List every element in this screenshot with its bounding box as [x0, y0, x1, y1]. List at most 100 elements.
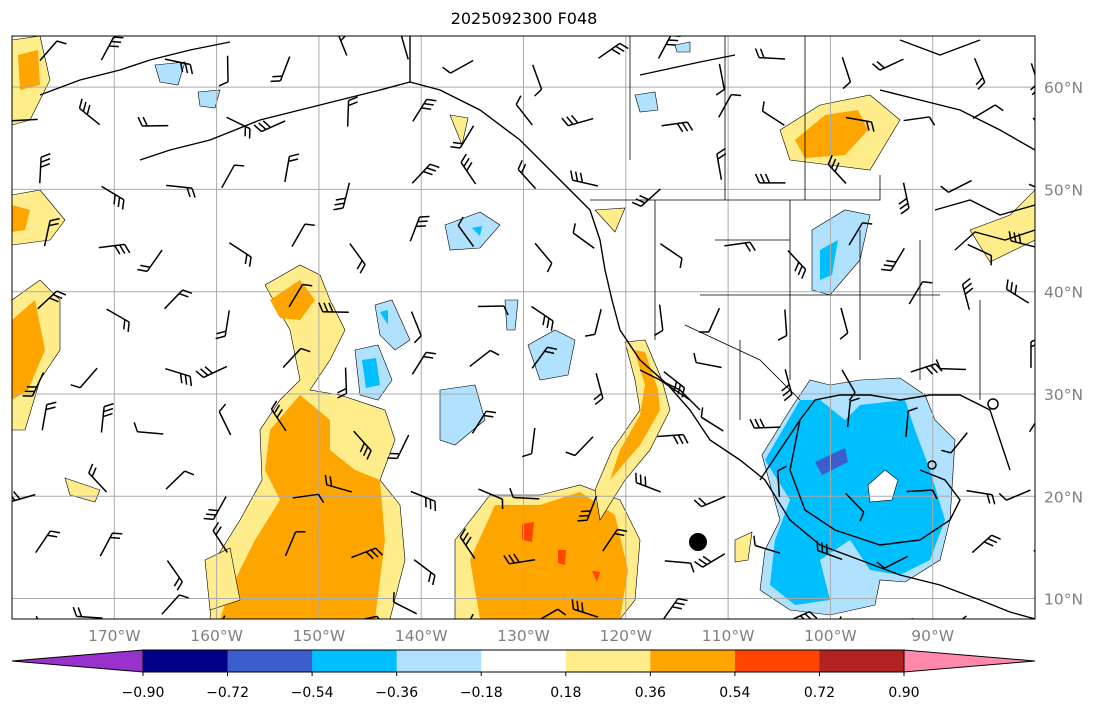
- wind-barb: [776, 465, 787, 497]
- wind-barb: [531, 64, 543, 97]
- wind-barb: [966, 489, 996, 505]
- wind-barb: [78, 98, 101, 126]
- wind-barb: [12, 491, 36, 503]
- colorbar-segment: [734, 650, 820, 672]
- wind-barb: [841, 57, 852, 90]
- wind-barb: [881, 247, 905, 272]
- wind-barb: [1005, 279, 1030, 304]
- wind-barb: [442, 59, 474, 74]
- map-frame: [11, 35, 1036, 620]
- wind-barb: [827, 155, 847, 184]
- storm-marker: [689, 533, 707, 551]
- wind-barb: [478, 488, 504, 510]
- wind-barb: [22, 372, 45, 397]
- lon-label: 140°W: [395, 627, 448, 645]
- wind-barb: [353, 430, 372, 460]
- wind-barb: [754, 173, 786, 184]
- wind-barb: [839, 307, 849, 340]
- wind-barb: [724, 241, 756, 252]
- wind-barb: [41, 401, 57, 431]
- wind-barb: [635, 472, 661, 493]
- wind-barb: [753, 535, 781, 554]
- wind-barb: [661, 121, 694, 133]
- lon-label: 130°W: [497, 627, 550, 645]
- wind-barb: [503, 553, 536, 565]
- wind-barb: [509, 488, 540, 500]
- wind-barb: [218, 403, 232, 436]
- wind-barb: [749, 418, 781, 429]
- wind-barb: [392, 592, 418, 615]
- wind-barb: [664, 560, 695, 573]
- wind-barb: [998, 489, 1031, 501]
- coastlines: [39, 36, 1035, 619]
- wind-barb: [410, 490, 437, 512]
- wind-barb: [1033, 542, 1035, 552]
- wind-barb: [165, 367, 193, 387]
- wind-barb: [457, 216, 475, 247]
- wind-barb: [460, 153, 477, 185]
- wind-barb: [935, 359, 967, 371]
- lat-label: 60°N: [1044, 79, 1083, 97]
- colorbar-label: 0.90: [888, 685, 919, 701]
- wind-barb: [521, 427, 536, 458]
- wind-barb: [387, 434, 410, 460]
- wind-barb: [577, 495, 598, 522]
- colorbar-label: 0.36: [635, 685, 666, 701]
- wind-barb: [292, 493, 325, 504]
- wind-barb: [693, 352, 722, 369]
- wind-barb: [284, 530, 306, 557]
- wind-barb: [571, 599, 599, 618]
- wind-barb: [898, 182, 910, 215]
- wind-barb: [846, 397, 860, 428]
- positive-shading: [12, 36, 1035, 619]
- latitude-ticks: 60°N 50°N 40°N 30°N 20°N 10°N: [1044, 79, 1083, 608]
- wind-barb: [351, 615, 384, 619]
- wind-barb: [973, 57, 986, 90]
- wind-barb: [1028, 409, 1035, 433]
- wind-barb: [284, 153, 300, 183]
- wind-barb: [72, 606, 103, 619]
- colorbar-segment: [819, 650, 905, 672]
- colorbar-segment: [312, 650, 398, 672]
- wind-barb: [39, 152, 51, 184]
- wind-barb: [164, 289, 193, 310]
- wind-barb: [662, 597, 688, 619]
- wind-barb: [602, 528, 628, 552]
- colorbar-segment: [565, 650, 651, 672]
- wind-barb: [165, 470, 195, 490]
- wind-barb: [70, 367, 98, 389]
- wind-barb: [1028, 183, 1035, 196]
- wind-barb: [781, 369, 793, 402]
- wind-barb: [593, 372, 604, 406]
- wind-barb: [288, 283, 313, 308]
- wind-barb: [715, 63, 726, 96]
- wind-barb: [657, 433, 689, 445]
- wind-barb: [351, 547, 384, 560]
- wind-barb: [972, 104, 1004, 120]
- wind-barb: [226, 116, 251, 139]
- wind-barb: [270, 400, 287, 432]
- colorbar-frame: [142, 649, 905, 673]
- wind-barb: [845, 492, 865, 522]
- wind-barb: [282, 347, 311, 368]
- wind-barb: [212, 521, 228, 553]
- wind-barb: [565, 436, 594, 457]
- wind-barb: [694, 553, 726, 568]
- lat-label: 30°N: [1044, 386, 1083, 404]
- wind-barb: [203, 496, 227, 521]
- wind-barb: [166, 184, 196, 198]
- wind-barb: [653, 304, 664, 337]
- low-marker: [927, 460, 937, 470]
- wind-barb: [37, 290, 67, 310]
- wind-barb: [333, 182, 351, 211]
- longitude-ticks: 170°W 160°W 150°W 140°W 130°W 120°W 110°W 100°W…: [88, 627, 954, 645]
- wind-barb: [570, 170, 599, 187]
- lon-label: 160°W: [190, 627, 243, 645]
- wind-barb: [411, 351, 436, 375]
- wind-barb: [903, 116, 936, 126]
- wind-barb: [967, 243, 993, 266]
- wind-barb: [841, 369, 856, 401]
- wind-barb: [471, 410, 497, 434]
- wind-barb: [1030, 339, 1035, 368]
